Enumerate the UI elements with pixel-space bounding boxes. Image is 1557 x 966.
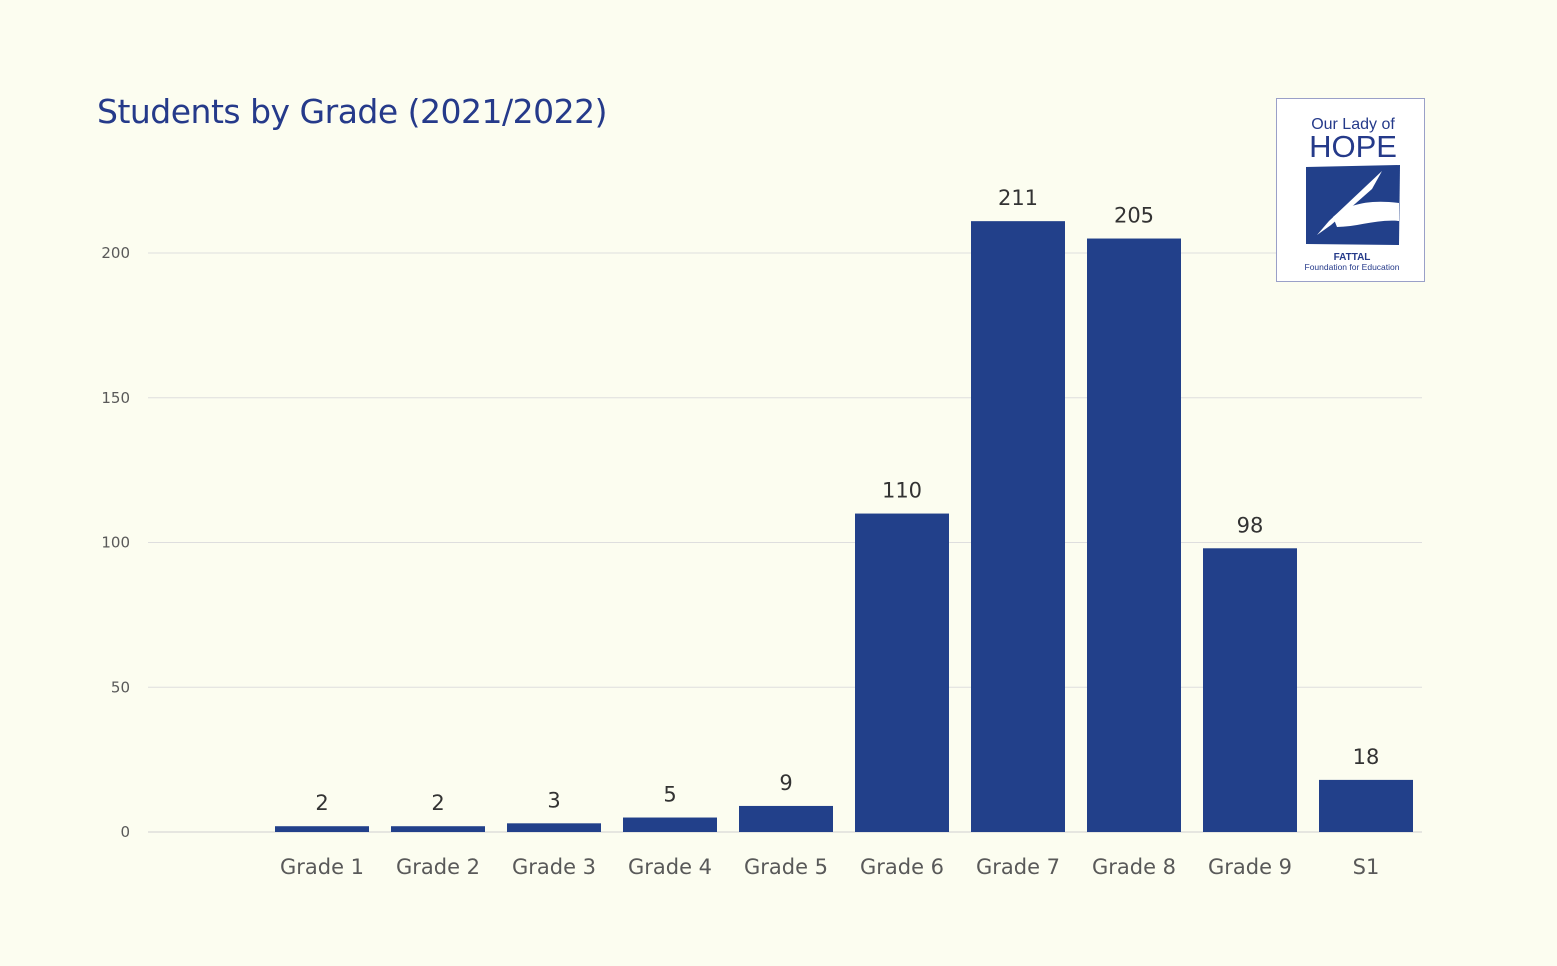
data-label: 3	[547, 788, 560, 812]
data-label: 211	[998, 186, 1038, 210]
data-label: 98	[1237, 513, 1264, 537]
x-tick-label: Grade 3	[512, 855, 596, 879]
y-tick-label: 200	[101, 244, 130, 262]
bar	[971, 221, 1065, 832]
x-tick-label: Grade 7	[976, 855, 1060, 879]
bar	[1319, 779, 1413, 832]
chart-title: Students by Grade (2021/2022)	[97, 92, 608, 131]
x-tick-label: S1	[1353, 855, 1380, 879]
bar	[275, 826, 369, 832]
bar	[507, 823, 601, 832]
data-label: 18	[1353, 745, 1380, 769]
y-tick-label: 0	[120, 823, 130, 841]
bar	[391, 826, 485, 832]
x-tick-label: Grade 9	[1208, 855, 1292, 879]
logo-text-line3: FATTAL	[1334, 252, 1371, 263]
x-tick-label: Grade 6	[860, 855, 944, 879]
bar	[739, 805, 833, 832]
y-tick-label: 50	[111, 678, 130, 696]
data-label: 5	[663, 783, 676, 807]
data-label: 2	[431, 791, 444, 815]
x-tick-label: Grade 2	[396, 855, 480, 879]
data-label: 2	[315, 791, 328, 815]
bar	[1087, 238, 1181, 832]
x-tick-label: Grade 1	[280, 855, 364, 879]
y-tick-label: 150	[101, 389, 130, 407]
logo-text-line2: HOPE	[1309, 129, 1397, 164]
x-tick-label: Grade 4	[628, 855, 712, 879]
x-tick-label: Grade 8	[1092, 855, 1176, 879]
school-logo: Our Lady of HOPE FATTAL Foundation for E…	[1276, 98, 1425, 282]
bar	[1203, 548, 1297, 832]
x-tick-label: Grade 5	[744, 855, 828, 879]
logo-text-line1: Our Lady of	[1311, 116, 1395, 133]
y-tick-label: 100	[101, 534, 130, 552]
bar	[855, 513, 949, 832]
bar	[623, 817, 717, 832]
data-label: 110	[882, 479, 922, 503]
logo-text-line4: Foundation for Education	[1305, 262, 1400, 272]
data-label: 9	[779, 771, 792, 795]
data-label: 205	[1114, 204, 1154, 228]
